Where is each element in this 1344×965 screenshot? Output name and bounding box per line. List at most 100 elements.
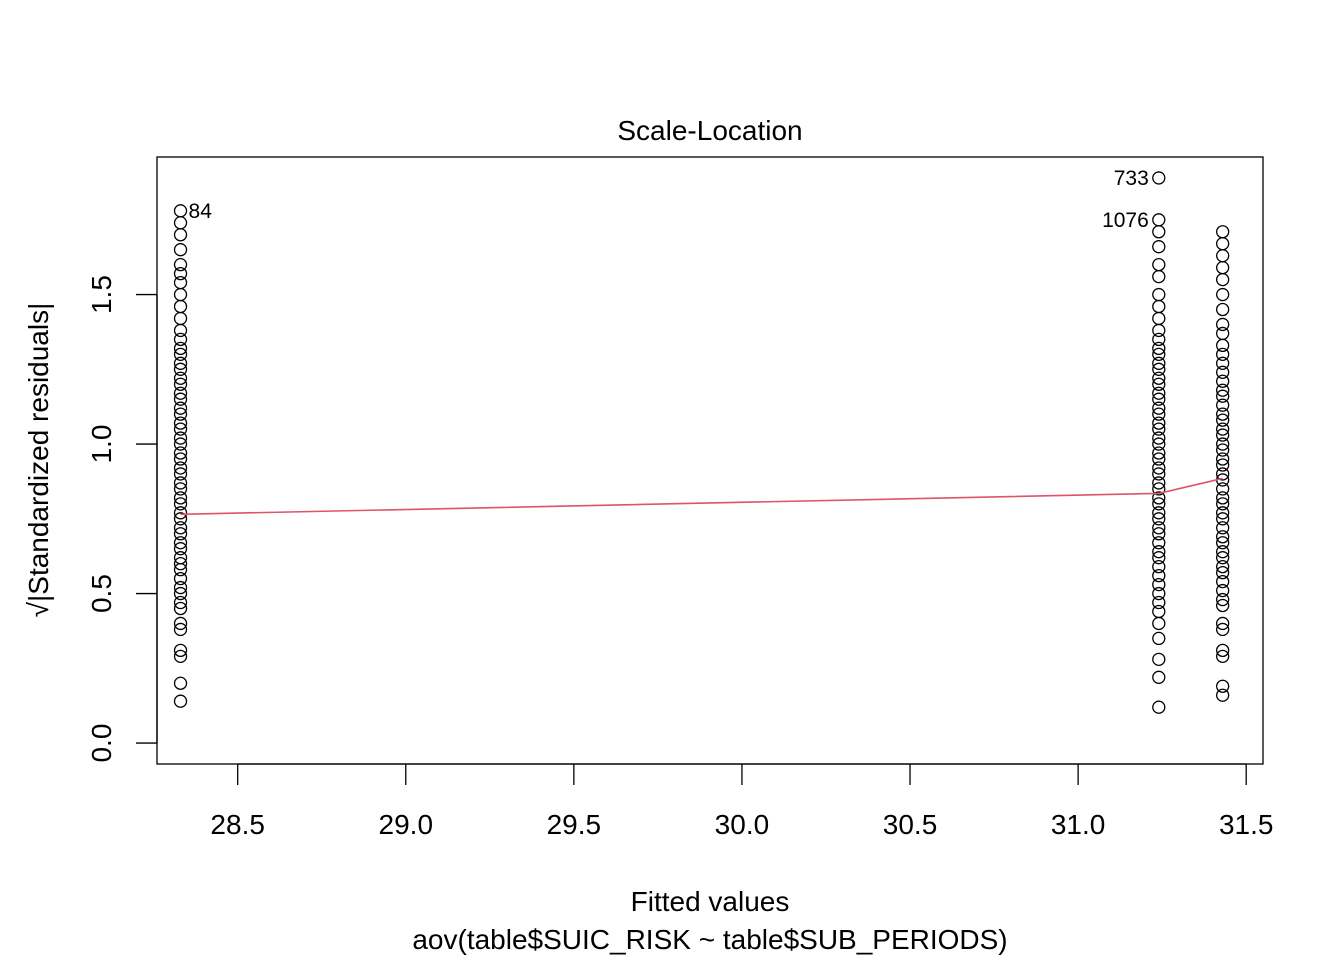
data-point <box>173 371 188 385</box>
data-point <box>1216 407 1230 421</box>
data-point <box>173 386 188 400</box>
data-point <box>1216 413 1230 427</box>
data-point <box>1216 482 1230 496</box>
data-point <box>1152 512 1166 526</box>
data-point <box>173 431 188 445</box>
data-point <box>1152 392 1166 406</box>
data-point <box>1152 568 1166 583</box>
data-point <box>1152 431 1166 445</box>
data-point <box>1152 356 1166 370</box>
data-point <box>173 551 188 565</box>
data-point <box>1152 362 1166 376</box>
data-point <box>173 377 188 391</box>
data-point <box>1152 497 1166 511</box>
data-point <box>1152 347 1166 362</box>
data-point <box>173 521 188 535</box>
data-point <box>1152 332 1166 347</box>
data-point <box>1152 171 1166 185</box>
x-tick-label: 30.5 <box>883 809 938 840</box>
data-point <box>1152 422 1166 436</box>
data-point <box>173 452 188 466</box>
data-point <box>173 536 188 550</box>
data-point <box>173 506 188 520</box>
data-point <box>173 649 188 663</box>
data-point <box>173 341 188 356</box>
data-point <box>1152 560 1166 574</box>
data-point <box>173 491 188 505</box>
data-point <box>173 257 188 272</box>
data-point <box>1216 317 1230 332</box>
data-point <box>1216 530 1230 544</box>
data-point <box>1216 437 1230 451</box>
data-point <box>173 407 188 421</box>
data-point <box>1152 240 1166 254</box>
data-point <box>1152 461 1166 475</box>
data-point <box>173 356 188 370</box>
data-point <box>173 467 188 481</box>
data-point <box>1216 398 1230 412</box>
data-point <box>1216 536 1230 550</box>
data-point <box>1152 213 1166 227</box>
data-point <box>173 266 188 281</box>
data-point <box>1216 365 1230 379</box>
data-point <box>173 416 188 430</box>
data-point <box>173 616 188 631</box>
data-point <box>1216 491 1230 505</box>
point-labels-layer: 84 733 1076 <box>189 167 1149 232</box>
data-point <box>173 401 188 415</box>
data-point <box>1152 652 1166 666</box>
data-point <box>173 347 188 362</box>
data-point <box>1152 287 1166 302</box>
data-point <box>1152 551 1166 565</box>
data-point <box>1152 595 1166 610</box>
point-id-label: 733 <box>1114 167 1149 190</box>
data-point <box>173 542 188 556</box>
data-point <box>1152 386 1166 400</box>
data-point <box>1216 428 1230 442</box>
data-point <box>1152 536 1166 550</box>
data-point <box>173 422 188 436</box>
data-point <box>1216 551 1230 565</box>
data-point <box>173 497 188 511</box>
y-tick-label: 0.5 <box>86 574 117 613</box>
data-point <box>173 437 188 451</box>
point-id-label: 84 <box>189 200 213 223</box>
data-point <box>1216 565 1230 580</box>
x-tick-label: 29.0 <box>379 809 434 840</box>
data-point <box>1216 616 1230 631</box>
data-point <box>1216 458 1230 472</box>
data-point <box>173 676 188 690</box>
data-point <box>1152 467 1166 481</box>
y-axis: 0.0 0.5 1.0 1.5 <box>86 275 158 763</box>
chart-title: Scale-Location <box>617 115 802 146</box>
data-point <box>1216 452 1230 466</box>
data-point <box>1216 574 1230 589</box>
x-axis: 28.5 29.0 29.5 30.0 30.5 31.0 31.5 <box>210 763 1273 840</box>
data-point <box>1216 512 1230 526</box>
data-point <box>1152 371 1166 385</box>
data-point <box>1216 506 1230 520</box>
data-point <box>1216 521 1230 535</box>
data-point <box>1216 467 1230 481</box>
data-point <box>1216 225 1230 239</box>
data-point <box>1216 347 1230 362</box>
data-point <box>1152 506 1166 520</box>
data-point <box>1216 560 1230 574</box>
data-point <box>1152 341 1166 356</box>
data-point <box>173 482 188 496</box>
x-tick-label: 31.0 <box>1051 809 1106 840</box>
y-tick-label: 1.5 <box>86 275 117 314</box>
data-point <box>1216 383 1230 397</box>
data-point <box>173 275 188 290</box>
data-point <box>1216 443 1230 457</box>
data-point <box>1152 491 1166 505</box>
data-point <box>173 527 188 541</box>
data-point <box>1152 545 1166 559</box>
data-point <box>1216 622 1230 637</box>
data-point <box>173 694 188 708</box>
data-point <box>173 461 188 475</box>
data-point <box>1216 583 1230 598</box>
data-point <box>1216 356 1230 370</box>
data-point <box>1216 497 1230 511</box>
